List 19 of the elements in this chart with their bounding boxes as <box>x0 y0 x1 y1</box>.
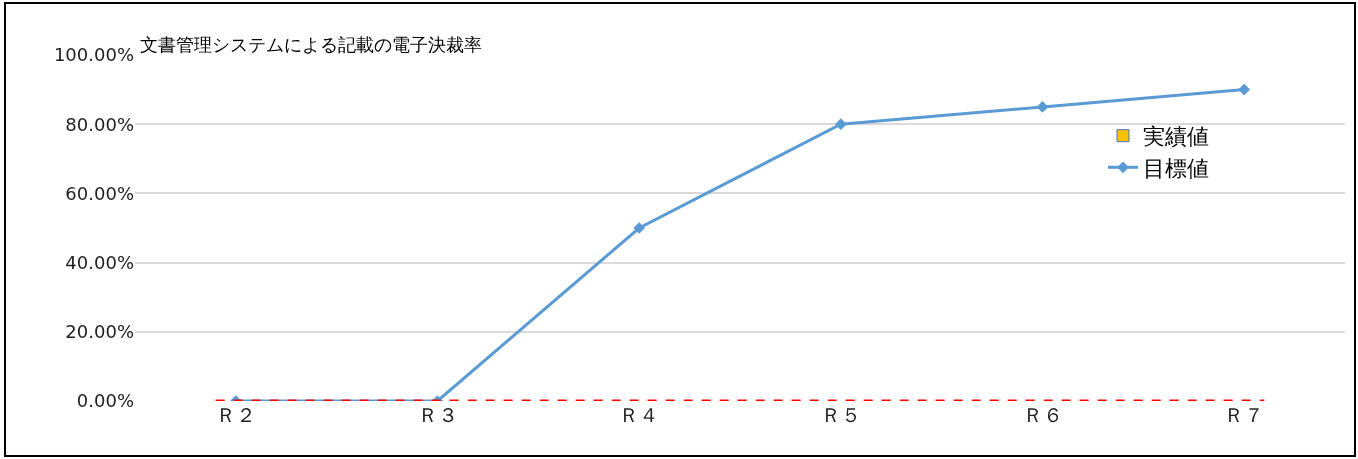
y-tick-label: 40.00% <box>65 251 134 273</box>
y-tick-label: 20.00% <box>65 321 134 343</box>
x-tick-label: Ｒ２ <box>215 403 256 427</box>
x-tick-label: Ｒ５ <box>820 403 861 427</box>
y-tick-label: 100.00% <box>53 44 134 66</box>
legend-label: 目標値 <box>1143 155 1209 181</box>
x-tick-label: Ｒ４ <box>619 403 660 427</box>
chart-title: 文書管理システムによる記載の電子決裁率 <box>140 34 482 56</box>
x-tick-label: Ｒ６ <box>1022 403 1063 427</box>
y-tick-label: 0.00% <box>76 390 134 412</box>
point <box>633 222 646 234</box>
y-tick-label: 80.00% <box>65 113 134 135</box>
y-tick-label: 60.00% <box>65 182 134 204</box>
point <box>1238 83 1251 96</box>
point <box>834 118 847 131</box>
x-tick-label: Ｒ７ <box>1224 403 1265 427</box>
legend-label: 実績値 <box>1143 124 1209 150</box>
point <box>1036 101 1049 113</box>
x-tick-label: Ｒ３ <box>417 403 458 427</box>
